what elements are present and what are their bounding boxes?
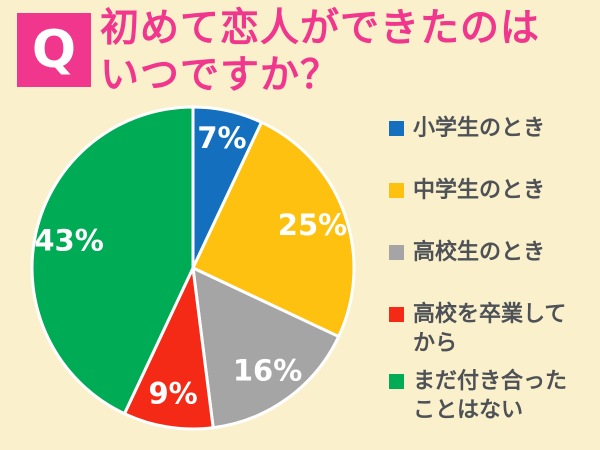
- legend-swatch: [389, 183, 404, 198]
- pie-slice-1: [191, 120, 356, 339]
- page-title-line1: 初めて恋人ができたのは: [100, 6, 541, 51]
- pie-chart-svg: 7% 25% 16% 9% 43%: [30, 105, 356, 431]
- legend-label-line: 高校を卒業して: [413, 302, 567, 327]
- legend-item-4: まだ付き合った ことはない: [389, 367, 589, 425]
- legend-swatch: [389, 245, 404, 260]
- pie-slice-4: [30, 105, 195, 416]
- pie-chart: 7% 25% 16% 9% 43%: [29, 104, 357, 432]
- legend-label: まだ付き合った ことはない: [413, 367, 567, 425]
- chart-legend: 小学生のとき 中学生のとき 高校生のとき 高校を卒業して から まだ付き合った ことはない: [389, 114, 589, 425]
- legend-label-line: 中学生のとき: [413, 178, 546, 203]
- question-badge: Q: [17, 13, 91, 87]
- legend-label: 中学生のとき: [413, 176, 545, 205]
- legend-swatch: [389, 121, 404, 136]
- legend-label-line: まだ付き合った: [413, 369, 568, 394]
- pie-slice-label: 43%: [34, 223, 103, 257]
- question-badge-letter: Q: [31, 20, 77, 80]
- legend-label-line: ことはない: [413, 398, 524, 423]
- legend-label: 高校生のとき: [413, 238, 545, 267]
- legend-item-3: 高校を卒業して から: [389, 300, 589, 358]
- legend-label-line: 高校生のとき: [413, 240, 546, 265]
- legend-item-2: 高校生のとき: [389, 238, 589, 267]
- legend-item-0: 小学生のとき: [389, 114, 589, 143]
- pie-slice-2: [191, 266, 341, 430]
- pie-slice-3: [122, 266, 215, 431]
- legend-label-line: 小学生のとき: [413, 116, 546, 141]
- pie-slice-label: 7%: [197, 121, 246, 155]
- pie-slice-label: 9%: [148, 376, 197, 410]
- legend-item-1: 中学生のとき: [389, 176, 589, 205]
- pie-slice-label: 16%: [233, 354, 302, 388]
- page-title: 初めて恋人ができたのは いつですか？: [100, 5, 540, 99]
- legend-label: 高校を卒業して から: [413, 300, 566, 358]
- legend-swatch: [389, 374, 404, 389]
- legend-label-line: から: [413, 331, 458, 356]
- page-title-line2: いつですか？: [100, 53, 341, 98]
- pie-slice-label: 25%: [278, 208, 347, 242]
- legend-swatch: [389, 307, 404, 322]
- legend-label: 小学生のとき: [413, 114, 545, 143]
